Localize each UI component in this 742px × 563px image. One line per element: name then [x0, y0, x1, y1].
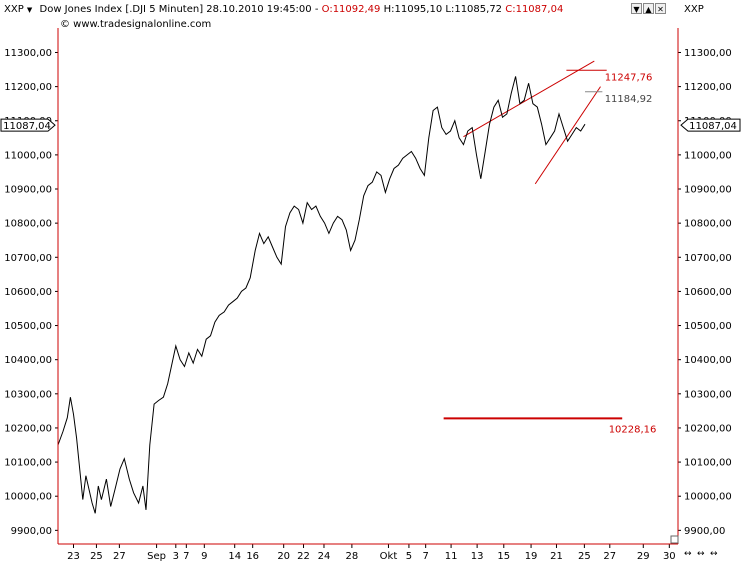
x-tick-label: 21	[550, 551, 563, 562]
y-tick-label-right: 11000,00	[684, 150, 732, 161]
last-price-tag-right	[680, 118, 741, 132]
scroll-button[interactable]: ↔	[697, 549, 705, 559]
y-tick-label-left: 10700,00	[4, 253, 52, 264]
y-tick-label-left: 9900,00	[11, 526, 52, 537]
x-tick-label: 29	[637, 551, 650, 562]
y-tick-label-left: 10500,00	[4, 321, 52, 332]
maximize-button[interactable]: ▲	[643, 3, 654, 14]
last-price-tag-left	[0, 118, 56, 132]
x-tick-label: 20	[277, 551, 290, 562]
y-tick-label-left: 10600,00	[4, 287, 52, 298]
resize-handle-icon	[670, 535, 679, 544]
last-price-labels: 11087,04 11087,04	[0, 118, 741, 132]
last-price-label-left: 11087,04	[3, 121, 51, 132]
right-symbol: XXP	[684, 4, 704, 15]
open-value: O:11092,49	[321, 4, 381, 15]
x-tick-label: 11	[445, 551, 458, 562]
minimize-button[interactable]: ▼	[631, 3, 642, 14]
source-label: © www.tradesignalonline.com	[60, 19, 212, 30]
last-price-label-right: 11087,04	[689, 121, 737, 132]
y-tick-label-right: 9900,00	[684, 526, 725, 537]
x-tick-label: 15	[497, 551, 510, 562]
x-tick-label: 30	[663, 551, 676, 562]
x-tick-label: 24	[318, 551, 331, 562]
x-tick-label: 25	[90, 551, 103, 562]
y-tick-label-left: 10800,00	[4, 219, 52, 230]
price-line	[57, 76, 586, 514]
high-value: H:11095,10	[383, 4, 443, 15]
y-tick-label-left: 11200,00	[4, 82, 52, 93]
y-tick-label-right: 10300,00	[684, 389, 732, 400]
y-tick-label-right: 10500,00	[684, 321, 732, 332]
y-axis-ticks: 9900,00 9900,00 10000,00 10000,00 10100,00 10…	[4, 48, 731, 537]
x-tick-label: 7	[183, 551, 189, 562]
chart-title: Dow Jones Index [.DJI 5 Minuten] 28.10.2…	[39, 4, 319, 15]
upper-trend-line	[463, 60, 595, 138]
y-tick-label-left: 11300,00	[4, 48, 52, 59]
x-tick-label: Sep	[147, 551, 166, 562]
lower-trend-line	[534, 86, 601, 185]
annotation-label: 10228,16	[609, 424, 657, 435]
y-tick-label-right: 10800,00	[684, 219, 732, 230]
x-tick-label: 23	[67, 551, 80, 562]
close-button[interactable]: ✕	[655, 3, 666, 14]
x-tick-label: 28	[346, 551, 359, 562]
y-tick-label-right: 10900,00	[684, 185, 732, 196]
x-tick-label: 25	[578, 551, 591, 562]
scroll-right-button[interactable]: ↔	[710, 549, 718, 559]
y-tick-label-left: 11000,00	[4, 150, 52, 161]
y-tick-label-right: 10100,00	[684, 458, 732, 469]
y-tick-label-left: 10100,00	[4, 458, 52, 469]
y-tick-label-left: 10300,00	[4, 389, 52, 400]
close-value: C:11087,04	[505, 4, 564, 15]
x-tick-label: Okt	[380, 551, 398, 562]
x-tick-label: 3	[173, 551, 179, 562]
y-tick-label-right: 11200,00	[684, 82, 732, 93]
y-tick-label-left: 10900,00	[4, 185, 52, 196]
y-tick-label-right: 10000,00	[684, 492, 732, 503]
dropdown-icon: ▼	[26, 6, 33, 14]
y-tick-label-left: 10400,00	[4, 355, 52, 366]
chart-header: XXP ▼ Dow Jones Index [.DJI 5 Minuten] 2…	[4, 4, 563, 15]
y-tick-label-right: 10700,00	[684, 253, 732, 264]
symbol-selector[interactable]: XXP ▼	[4, 4, 33, 15]
x-tick-label: 22	[297, 551, 310, 562]
x-tick-label: 19	[525, 551, 538, 562]
y-tick-label-right: 11300,00	[684, 48, 732, 59]
y-tick-label-left: 10200,00	[4, 423, 52, 434]
x-tick-label: 9	[201, 551, 207, 562]
x-tick-label: 5	[406, 551, 412, 562]
x-tick-label: 27	[113, 551, 126, 562]
x-tick-label: 16	[246, 551, 259, 562]
x-tick-label: 14	[228, 551, 241, 562]
y-tick-label-right: 10200,00	[684, 423, 732, 434]
y-tick-label-left: 10000,00	[4, 492, 52, 503]
annotation-label: 11247,76	[605, 72, 653, 83]
y-tick-label-right: 10600,00	[684, 287, 732, 298]
y-tick-label-right: 10400,00	[684, 355, 732, 366]
low-value: L:11085,72	[445, 4, 503, 15]
x-tick-label: 13	[471, 551, 484, 562]
annotation-label: 11184,92	[605, 94, 653, 105]
x-tick-label: 7	[422, 551, 428, 562]
annotations: 11247,76 11184,92 10228,16	[443, 60, 657, 435]
scroll-left-button[interactable]: ↔	[684, 549, 692, 559]
price-series	[57, 76, 586, 514]
x-axis: 23 25 27 Sep 3 7 9 14 16 20 22 24 28 Okt 5 7 11 13 15 19 21 2…	[67, 544, 676, 562]
x-tick-label: 27	[603, 551, 616, 562]
